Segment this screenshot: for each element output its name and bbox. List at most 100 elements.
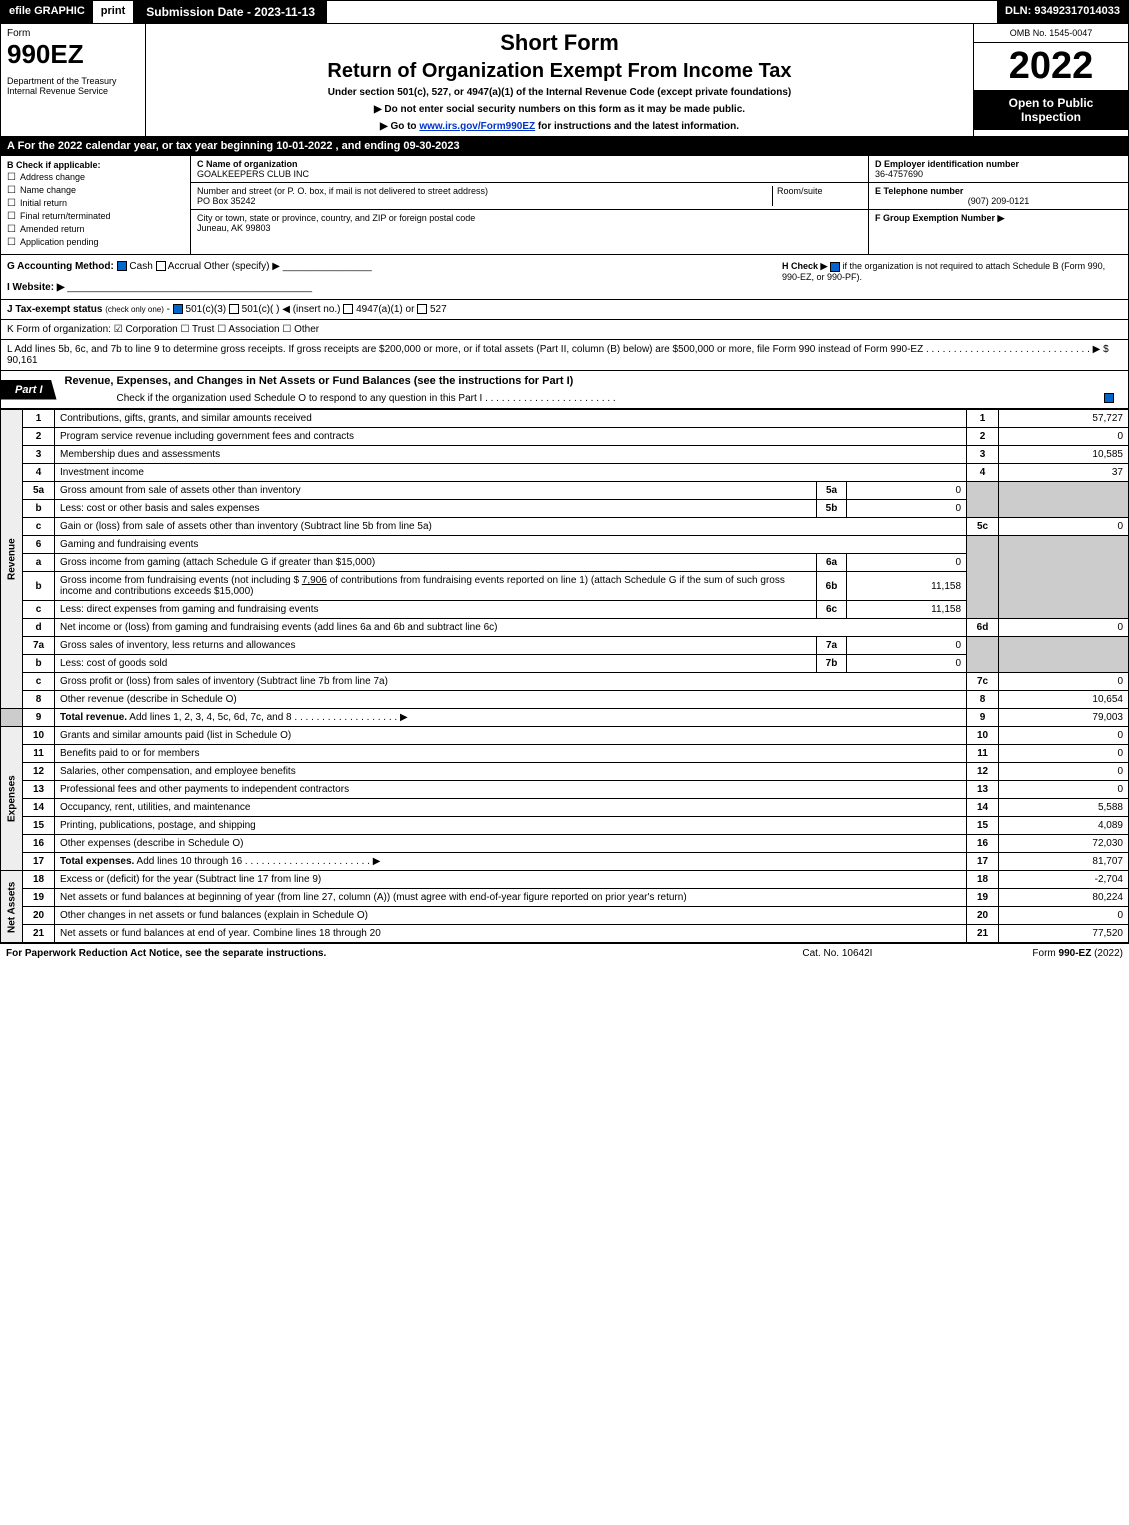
l7a-num: 7a <box>23 637 55 655</box>
l15-desc: Printing, publications, postage, and shi… <box>55 817 967 835</box>
l1-rn: 1 <box>967 410 999 428</box>
l6c-num: c <box>23 601 55 619</box>
cb-527[interactable] <box>417 304 427 314</box>
l5c-desc: Gain or (loss) from sale of assets other… <box>55 518 967 536</box>
l7b-desc: Less: cost of goods sold <box>55 655 817 673</box>
cb-501c[interactable] <box>229 304 239 314</box>
l17-val: 81,707 <box>999 853 1129 871</box>
l18-desc: Excess or (deficit) for the year (Subtra… <box>55 871 967 889</box>
cb-schedule-b[interactable] <box>830 262 840 272</box>
cb-accrual[interactable] <box>156 261 166 271</box>
cb-application-pending[interactable]: Application pending <box>7 237 184 248</box>
addr-label: Number and street (or P. O. box, if mail… <box>197 186 772 196</box>
section-a: A For the 2022 calendar year, or tax yea… <box>0 137 1129 156</box>
l9-val: 79,003 <box>999 709 1129 727</box>
cash-label: Cash <box>129 261 152 272</box>
l5b-sv: 0 <box>847 500 967 518</box>
l4-val: 37 <box>999 464 1129 482</box>
addr: PO Box 35242 <box>197 196 772 206</box>
l6b-num: b <box>23 572 55 601</box>
dln: DLN: 93492317014033 <box>997 1 1128 23</box>
l10-val: 0 <box>999 727 1129 745</box>
l6d-rn: 6d <box>967 619 999 637</box>
form-number: 990EZ <box>7 39 139 70</box>
topbar: efile GRAPHIC print Submission Date - 20… <box>0 0 1129 24</box>
l21-num: 21 <box>23 925 55 943</box>
revenue-label: Revenue <box>1 410 23 709</box>
l6-desc: Gaming and fundraising events <box>55 536 967 554</box>
l6a-desc: Gross income from gaming (attach Schedul… <box>55 554 817 572</box>
print-button[interactable]: print <box>93 1 134 23</box>
rev-bottom <box>1 709 23 727</box>
row-l-text: L Add lines 5b, 6c, and 7b to line 9 to … <box>7 344 1109 355</box>
row-k: K Form of organization: ☑ Corporation ☐ … <box>0 320 1129 340</box>
l19-num: 19 <box>23 889 55 907</box>
l9-num: 9 <box>23 709 55 727</box>
cb-4947[interactable] <box>343 304 353 314</box>
part1-tab: Part I <box>1 380 57 400</box>
cb-initial-return[interactable]: Initial return <box>7 198 184 209</box>
tax-year: 2022 <box>974 43 1128 90</box>
cb-501c3[interactable] <box>173 304 183 314</box>
l5b-sn: 5b <box>817 500 847 518</box>
l15-rn: 15 <box>967 817 999 835</box>
phone: (907) 209-0121 <box>875 196 1122 206</box>
expenses-label: Expenses <box>1 727 23 871</box>
cb-amended-return[interactable]: Amended return <box>7 224 184 235</box>
l15-num: 15 <box>23 817 55 835</box>
row-l-val: 90,161 <box>7 355 38 366</box>
goto-link[interactable]: www.irs.gov/Form990EZ <box>419 121 535 132</box>
cb-cash[interactable] <box>117 261 127 271</box>
l12-rn: 12 <box>967 763 999 781</box>
l5a-num: 5a <box>23 482 55 500</box>
part1-sub: Check if the organization used Schedule … <box>57 391 1128 408</box>
addr-row: Number and street (or P. O. box, if mail… <box>191 183 868 210</box>
l6d-desc: Net income or (loss) from gaming and fun… <box>55 619 967 637</box>
l2-rn: 2 <box>967 428 999 446</box>
l5c-num: c <box>23 518 55 536</box>
cb-schedule-o[interactable] <box>1104 393 1114 403</box>
l6b-sv: 11,158 <box>847 572 967 601</box>
goto-pre: ▶ Go to <box>380 121 419 132</box>
l20-desc: Other changes in net assets or fund bala… <box>55 907 967 925</box>
l17-num: 17 <box>23 853 55 871</box>
part1-sub-text: Check if the organization used Schedule … <box>117 393 616 404</box>
l15-val: 4,089 <box>999 817 1129 835</box>
l21-val: 77,520 <box>999 925 1129 943</box>
l3-num: 3 <box>23 446 55 464</box>
under-section: Under section 501(c), 527, or 4947(a)(1)… <box>154 87 965 98</box>
l5a-sv: 0 <box>847 482 967 500</box>
l12-num: 12 <box>23 763 55 781</box>
form-word: Form <box>7 28 139 39</box>
l21-rn: 21 <box>967 925 999 943</box>
city: Juneau, AK 99803 <box>197 223 475 233</box>
group-exemption-label: F Group Exemption Number ▶ <box>875 213 1004 223</box>
cb-name-change[interactable]: Name change <box>7 185 184 196</box>
l6b-d1: Gross income from fundraising events (no… <box>60 575 302 586</box>
l6d-val: 0 <box>999 619 1129 637</box>
cb-final-return[interactable]: Final return/terminated <box>7 211 184 222</box>
other-label: Other (specify) ▶ <box>204 261 280 272</box>
l6-shade <box>967 536 999 619</box>
h-pre: H Check ▶ <box>782 261 830 271</box>
open-to-public: Open to Public Inspection <box>974 90 1128 130</box>
accrual-label: Accrual <box>168 261 201 272</box>
cb-address-change[interactable]: Address change <box>7 172 184 183</box>
l6c-desc: Less: direct expenses from gaming and fu… <box>55 601 817 619</box>
phone-row: E Telephone number (907) 209-0121 <box>869 183 1128 210</box>
l7b-sn: 7b <box>817 655 847 673</box>
footer-left: For Paperwork Reduction Act Notice, see … <box>6 948 802 959</box>
l11-num: 11 <box>23 745 55 763</box>
ssn-warning: ▶ Do not enter social security numbers o… <box>154 104 965 115</box>
l9-rn: 9 <box>967 709 999 727</box>
org-name: GOALKEEPERS CLUB INC <box>197 169 309 179</box>
l4-desc: Investment income <box>55 464 967 482</box>
l7c-num: c <box>23 673 55 691</box>
l6c-sv: 11,158 <box>847 601 967 619</box>
l14-desc: Occupancy, rent, utilities, and maintena… <box>55 799 967 817</box>
efile-label: efile GRAPHIC <box>1 1 93 23</box>
l13-num: 13 <box>23 781 55 799</box>
footer: For Paperwork Reduction Act Notice, see … <box>0 943 1129 963</box>
netassets-label: Net Assets <box>1 871 23 943</box>
l14-rn: 14 <box>967 799 999 817</box>
